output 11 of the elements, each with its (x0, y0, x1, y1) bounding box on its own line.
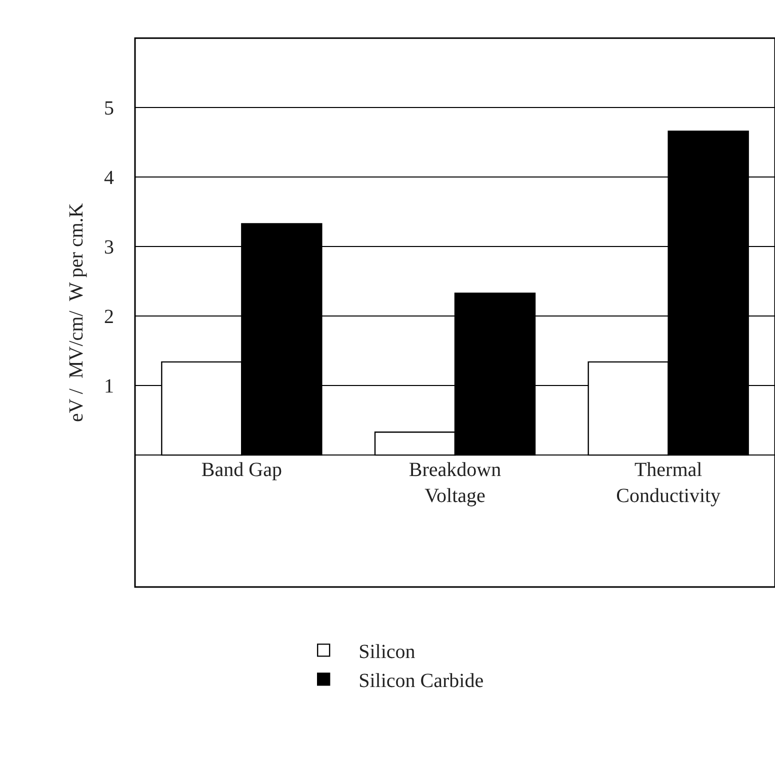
x-tick-label: Breakdown Voltage (408, 459, 502, 508)
x-tick-label: Thermal Conductivity (616, 459, 721, 508)
legend-label: Silicon (358, 640, 416, 663)
legend-label: Silicon Carbide (358, 670, 484, 692)
y-axis-title: eV / MV/cm/ W per cm.K (66, 202, 88, 422)
y-tick-label: 5 (104, 98, 114, 120)
x-tick-label: Band Gap (201, 459, 282, 482)
y-tick-label: 1 (104, 376, 114, 398)
y-tick-label: 2 (104, 306, 114, 328)
y-tick-label: 4 (104, 167, 114, 190)
y-tick-label: 3 (104, 236, 114, 259)
